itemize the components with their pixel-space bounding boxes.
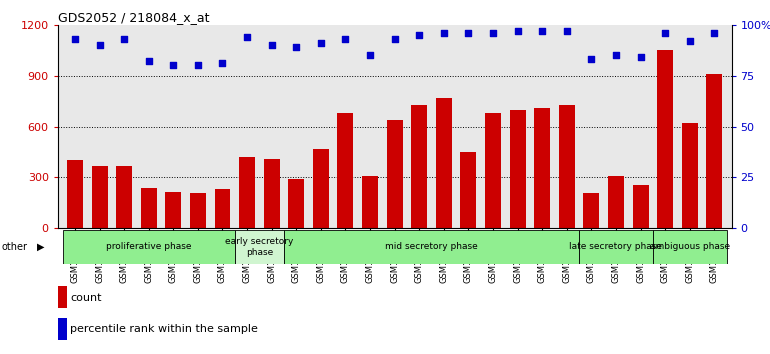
Point: [610, 52, 622, 58]
Bar: [263, 159, 280, 228]
Bar: [608, 176, 624, 228]
Bar: [584, 193, 599, 228]
Point: [462, 30, 474, 36]
Point: [266, 42, 278, 48]
Point: [585, 57, 598, 62]
Point: [167, 63, 179, 68]
Point: [511, 28, 524, 34]
Point: [118, 36, 130, 42]
Bar: [362, 176, 378, 228]
Bar: [681, 123, 698, 228]
Bar: [460, 152, 477, 228]
Point: [69, 36, 81, 42]
Text: late secretory phase: late secretory phase: [570, 242, 662, 251]
Point: [561, 28, 573, 34]
Bar: [632, 185, 648, 228]
Text: percentile rank within the sample: percentile rank within the sample: [70, 324, 258, 335]
Bar: [141, 188, 157, 228]
Bar: [62, 230, 235, 264]
Bar: [215, 189, 230, 228]
Bar: [337, 113, 353, 228]
Point: [93, 42, 105, 48]
Point: [659, 30, 671, 36]
Bar: [116, 166, 132, 228]
Point: [364, 52, 377, 58]
Bar: [411, 104, 427, 228]
Point: [315, 40, 327, 46]
Point: [192, 63, 204, 68]
Text: early secretory
phase: early secretory phase: [225, 237, 293, 257]
Point: [684, 38, 696, 44]
Point: [413, 32, 425, 38]
Point: [437, 30, 450, 36]
Text: ▶: ▶: [37, 242, 45, 252]
Bar: [284, 230, 579, 264]
Bar: [436, 98, 452, 228]
Bar: [706, 74, 722, 228]
Text: ambiguous phase: ambiguous phase: [650, 242, 730, 251]
Point: [241, 34, 253, 40]
Bar: [653, 230, 727, 264]
Point: [487, 30, 499, 36]
Bar: [657, 50, 673, 228]
Point: [340, 36, 352, 42]
Bar: [58, 286, 66, 308]
Bar: [485, 113, 501, 228]
Text: GDS2052 / 218084_x_at: GDS2052 / 218084_x_at: [58, 11, 209, 24]
Bar: [190, 193, 206, 228]
Bar: [235, 230, 284, 264]
Bar: [92, 166, 108, 228]
Point: [708, 30, 721, 36]
Bar: [387, 120, 403, 228]
Point: [216, 61, 229, 66]
Point: [142, 58, 155, 64]
Text: count: count: [70, 292, 102, 303]
Text: other: other: [2, 242, 28, 252]
Point: [536, 28, 548, 34]
Bar: [288, 179, 304, 228]
Bar: [510, 110, 526, 228]
Point: [290, 44, 303, 50]
Bar: [313, 149, 329, 228]
Text: mid secretory phase: mid secretory phase: [385, 242, 478, 251]
Point: [634, 55, 647, 60]
Bar: [67, 160, 83, 228]
Bar: [239, 157, 255, 228]
Bar: [58, 318, 66, 340]
Bar: [166, 192, 181, 228]
Bar: [534, 108, 550, 228]
Point: [388, 36, 400, 42]
Bar: [579, 230, 653, 264]
Text: proliferative phase: proliferative phase: [106, 242, 192, 251]
Bar: [559, 104, 574, 228]
